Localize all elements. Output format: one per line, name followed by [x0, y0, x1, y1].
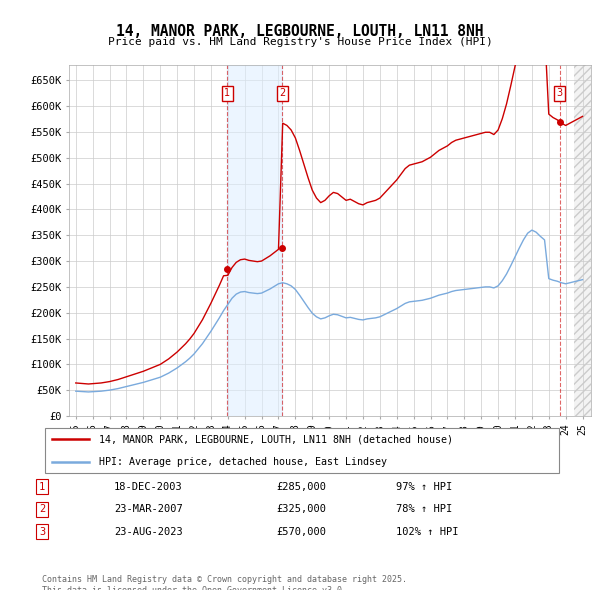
Text: 1: 1	[224, 88, 230, 99]
Text: 97% ↑ HPI: 97% ↑ HPI	[396, 482, 452, 491]
Text: 14, MANOR PARK, LEGBOURNE, LOUTH, LN11 8NH (detached house): 14, MANOR PARK, LEGBOURNE, LOUTH, LN11 8…	[100, 434, 454, 444]
Bar	[227, 65, 282, 416]
Text: 14, MANOR PARK, LEGBOURNE, LOUTH, LN11 8NH: 14, MANOR PARK, LEGBOURNE, LOUTH, LN11 8…	[116, 24, 484, 38]
Text: 102% ↑ HPI: 102% ↑ HPI	[396, 527, 458, 536]
Text: £325,000: £325,000	[276, 504, 326, 514]
Text: 3: 3	[39, 527, 45, 536]
Text: £285,000: £285,000	[276, 482, 326, 491]
Text: 23-AUG-2023: 23-AUG-2023	[114, 527, 183, 536]
Text: HPI: Average price, detached house, East Lindsey: HPI: Average price, detached house, East…	[100, 457, 388, 467]
FancyBboxPatch shape	[44, 428, 559, 473]
Text: 78% ↑ HPI: 78% ↑ HPI	[396, 504, 452, 514]
Text: £570,000: £570,000	[276, 527, 326, 536]
Text: Price paid vs. HM Land Registry's House Price Index (HPI): Price paid vs. HM Land Registry's House …	[107, 37, 493, 47]
Text: 18-DEC-2003: 18-DEC-2003	[114, 482, 183, 491]
Text: 2: 2	[39, 504, 45, 514]
Text: 3: 3	[557, 88, 563, 99]
Text: 23-MAR-2007: 23-MAR-2007	[114, 504, 183, 514]
Text: Contains HM Land Registry data © Crown copyright and database right 2025.
This d: Contains HM Land Registry data © Crown c…	[42, 575, 407, 590]
Text: 1: 1	[39, 482, 45, 491]
Text: 2: 2	[279, 88, 286, 99]
